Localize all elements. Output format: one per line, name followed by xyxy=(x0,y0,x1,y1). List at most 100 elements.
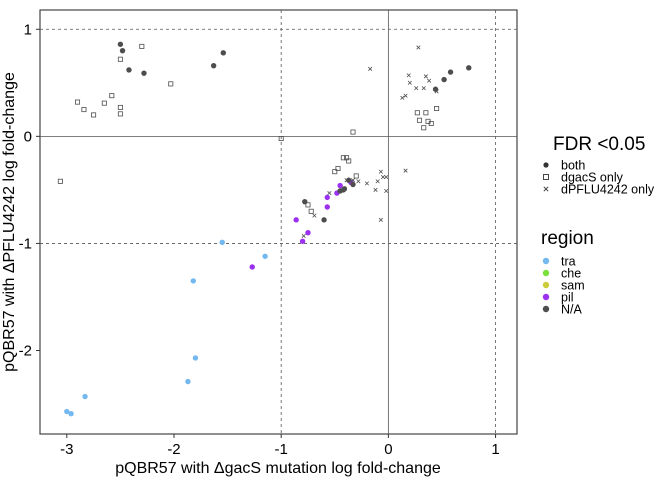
data-points xyxy=(57,41,472,417)
x-tick-label: 0 xyxy=(384,441,392,458)
y-tick-label: 1 xyxy=(24,21,32,38)
x-axis-title: pQBR57 with ΔgacS mutation log fold-chan… xyxy=(115,460,441,477)
x-tick-label: -2 xyxy=(167,441,180,458)
y-tick-label: -2 xyxy=(19,342,32,359)
data-point xyxy=(403,168,408,173)
x-tick-label: -3 xyxy=(60,441,73,458)
data-point xyxy=(335,165,341,171)
data-point xyxy=(91,112,97,118)
data-point xyxy=(400,95,405,100)
data-point xyxy=(421,86,426,91)
legend-che-label: che xyxy=(561,267,581,281)
data-point xyxy=(414,110,420,116)
data-point xyxy=(117,104,123,110)
data-point xyxy=(262,253,268,259)
data-point xyxy=(68,410,74,417)
data-point xyxy=(57,178,63,184)
data-point xyxy=(324,194,330,201)
data-point xyxy=(414,86,419,91)
data-point xyxy=(356,179,361,184)
data-point xyxy=(423,74,428,79)
data-point xyxy=(340,155,346,161)
data-point xyxy=(373,187,378,192)
data-point xyxy=(380,174,386,180)
data-point xyxy=(427,78,432,83)
data-point xyxy=(117,41,124,47)
legend-both-label: both xyxy=(561,159,585,173)
legend-region: region tra che sam pil N/A xyxy=(541,228,594,317)
legend-both-marker xyxy=(543,162,549,168)
data-point xyxy=(117,111,123,117)
data-point xyxy=(321,217,327,223)
legend-tra-label: tra xyxy=(561,255,576,269)
data-point xyxy=(344,178,349,183)
y-axis-title: pQBR57 with ΔPFLU4242 log fold-change xyxy=(1,72,18,372)
data-point xyxy=(353,173,359,179)
data-point xyxy=(192,355,199,361)
data-point xyxy=(109,93,115,99)
data-point xyxy=(117,56,123,62)
data-point xyxy=(249,264,255,270)
data-point xyxy=(312,213,317,218)
data-point xyxy=(416,45,421,50)
data-point xyxy=(101,100,107,106)
data-point xyxy=(141,70,147,76)
data-point xyxy=(375,179,380,184)
data-point xyxy=(384,174,389,180)
legend-na-marker xyxy=(542,305,550,313)
x-tick-label: 1 xyxy=(491,441,499,458)
x-tick-label: -1 xyxy=(275,441,288,458)
data-point xyxy=(416,117,422,123)
legend-na-label: N/A xyxy=(561,303,583,317)
legend-pil-label: pil xyxy=(561,291,574,305)
data-point xyxy=(168,81,174,87)
data-point xyxy=(378,217,383,222)
data-point xyxy=(301,233,306,239)
y-axis-ticks: -2 -1 0 1 xyxy=(19,21,40,359)
legend-fdr-title: FDR <0.05 xyxy=(553,134,645,155)
data-point xyxy=(350,181,356,188)
y-tick-label: 0 xyxy=(24,128,32,145)
data-point xyxy=(305,202,311,208)
data-point xyxy=(407,80,412,85)
data-point xyxy=(337,182,343,189)
data-point xyxy=(368,66,373,71)
data-point xyxy=(447,69,454,75)
data-point xyxy=(64,408,70,415)
data-point xyxy=(434,89,439,94)
legend-dpflu-label: dPFLU4242 only xyxy=(561,183,655,197)
legend-tra-marker xyxy=(542,257,550,265)
legend-sam-marker xyxy=(542,281,550,289)
reference-lines xyxy=(40,10,517,434)
data-point xyxy=(119,47,126,54)
data-point xyxy=(305,230,311,236)
data-point xyxy=(293,217,299,223)
data-point xyxy=(350,178,356,183)
data-point xyxy=(384,188,389,194)
data-point xyxy=(341,186,348,192)
data-point xyxy=(190,278,196,284)
data-point xyxy=(423,110,429,116)
data-point xyxy=(350,129,356,135)
legend-pil-marker xyxy=(542,293,550,301)
data-point xyxy=(299,238,306,244)
data-point xyxy=(308,208,314,214)
legend-dgacs-label: dgacS only xyxy=(561,171,624,185)
data-point xyxy=(421,125,427,131)
data-point xyxy=(302,198,308,205)
data-point xyxy=(126,67,132,73)
data-point xyxy=(432,86,439,92)
data-point xyxy=(406,73,411,78)
legend-che-marker xyxy=(542,269,550,277)
data-point xyxy=(219,239,225,246)
data-point xyxy=(210,62,217,69)
y-tick-label: -1 xyxy=(19,235,32,252)
data-point xyxy=(81,107,87,113)
data-point xyxy=(428,120,434,126)
data-point xyxy=(441,76,447,83)
data-point xyxy=(332,169,338,175)
data-point xyxy=(75,99,81,105)
legend-region-title: region xyxy=(541,228,594,249)
data-point xyxy=(185,378,191,385)
data-point xyxy=(466,65,472,71)
